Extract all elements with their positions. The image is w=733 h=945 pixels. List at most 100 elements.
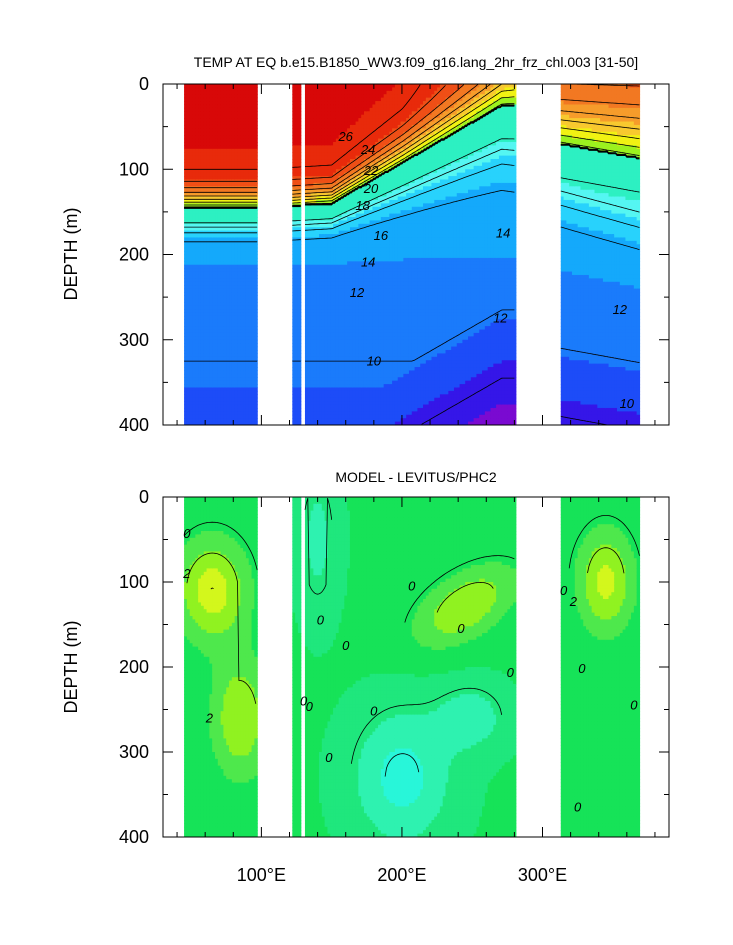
field-cell	[229, 274, 233, 279]
field-cell	[313, 172, 317, 177]
field-cell	[243, 281, 247, 286]
field-cell	[212, 387, 216, 392]
field-cell	[231, 182, 236, 187]
field-cell	[215, 414, 219, 419]
field-cell	[307, 254, 312, 259]
field-cell	[195, 141, 199, 146]
field-cell	[198, 285, 202, 290]
field-cell	[254, 216, 258, 221]
field-cell	[212, 155, 216, 160]
field-cell	[215, 401, 219, 406]
field-cell	[307, 87, 312, 92]
field-cell	[186, 237, 191, 242]
field-cell	[192, 247, 196, 252]
field-cell	[321, 182, 326, 187]
field-cell	[234, 401, 239, 406]
field-cell	[212, 186, 216, 191]
field-cell	[313, 101, 317, 106]
field-cell	[220, 343, 225, 348]
field-cell	[195, 353, 199, 358]
field-cell	[215, 312, 219, 317]
field-cell	[217, 302, 222, 307]
field-cell	[304, 162, 309, 167]
field-cell	[215, 138, 219, 143]
field-cell	[321, 407, 326, 412]
field-cell	[195, 210, 199, 215]
field-cell	[251, 390, 255, 395]
field-cell	[215, 421, 219, 425]
field-cell	[220, 176, 225, 181]
field-cell	[297, 397, 302, 402]
field-cell	[248, 295, 253, 300]
field-cell	[209, 210, 213, 215]
field-cell	[195, 84, 199, 89]
field-cell	[245, 302, 250, 307]
field-cell	[251, 223, 255, 228]
field-cell	[316, 210, 320, 215]
field-cell	[203, 278, 208, 283]
field-cell	[251, 274, 255, 279]
field-cell	[231, 373, 236, 378]
field-cell	[313, 145, 317, 150]
field-cell	[226, 257, 230, 262]
field-cell	[231, 223, 236, 228]
field-cell	[237, 90, 241, 95]
field-cell	[254, 332, 258, 337]
field-cell	[195, 172, 199, 177]
field-cell	[200, 237, 205, 242]
field-cell	[295, 356, 299, 361]
field-cell	[237, 244, 241, 249]
field-cell	[217, 407, 222, 412]
field-cell	[206, 394, 210, 399]
field-cell	[295, 107, 299, 112]
field-cell	[200, 148, 205, 153]
field-cell	[223, 274, 227, 279]
field-cell	[245, 234, 250, 239]
field-cell	[297, 292, 302, 297]
field-cell	[192, 268, 196, 273]
field-cell	[297, 145, 302, 150]
field-cell	[184, 384, 188, 389]
field-cell	[198, 278, 202, 283]
field-cell	[229, 162, 233, 167]
field-cell	[206, 346, 210, 351]
field-cell	[237, 114, 241, 119]
field-cell	[292, 189, 296, 194]
field-cell	[313, 363, 317, 368]
field-cell	[292, 141, 296, 146]
field-cell	[229, 363, 233, 368]
field-cell	[237, 343, 241, 348]
field-cell	[292, 315, 296, 320]
field-cell	[209, 121, 213, 126]
field-cell	[192, 97, 196, 102]
field-cell	[212, 292, 216, 297]
field-cell	[229, 390, 233, 395]
field-cell	[307, 213, 312, 218]
field-cell	[192, 370, 196, 375]
field-cell	[243, 189, 247, 194]
field-cell	[209, 189, 213, 194]
field-cell	[243, 223, 247, 228]
field-cell	[324, 234, 329, 239]
field-cell	[192, 397, 196, 402]
field-cell	[226, 223, 230, 228]
field-cell	[184, 421, 188, 425]
field-cell	[254, 339, 258, 344]
field-cell	[226, 363, 230, 368]
field-cell	[307, 257, 312, 262]
field-cell	[226, 196, 230, 201]
field-cell	[240, 414, 244, 419]
field-cell	[248, 165, 253, 170]
field-cell	[243, 114, 247, 119]
field-cell	[186, 271, 191, 276]
field-cell	[248, 319, 253, 324]
field-cell	[226, 254, 230, 259]
field-cell	[243, 292, 247, 297]
field-cell	[229, 370, 233, 375]
field-cell	[295, 165, 299, 170]
field-cell	[184, 135, 188, 140]
field-cell	[313, 247, 317, 252]
field-cell	[215, 148, 219, 153]
field-cell	[327, 155, 331, 160]
field-cell	[304, 216, 309, 221]
